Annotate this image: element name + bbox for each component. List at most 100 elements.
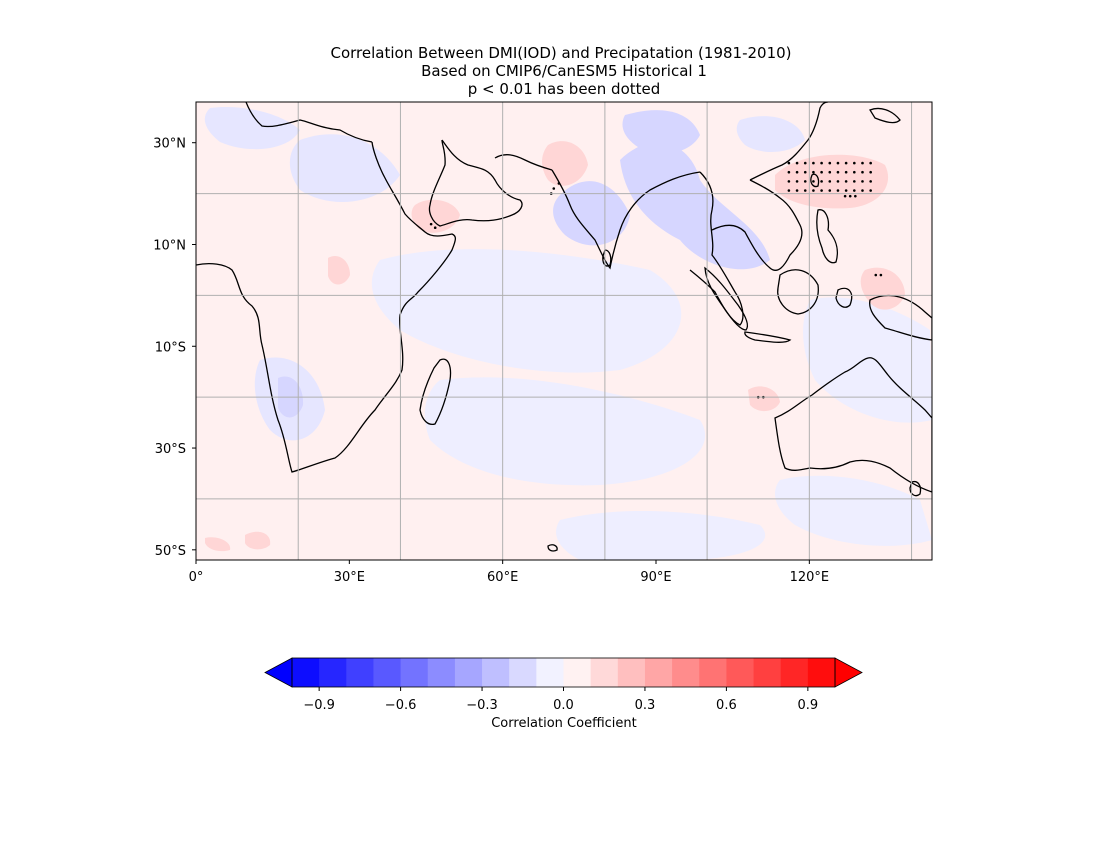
significance-dot [844, 170, 848, 174]
significance-dot [869, 170, 872, 174]
significance-dot [861, 189, 864, 192]
negative-region-tibet [622, 110, 700, 154]
colorbar-segment [509, 658, 537, 687]
significance-dot [795, 180, 799, 183]
significance-dot [795, 189, 799, 192]
colorbar-segment [427, 658, 456, 687]
negative-region-arabian [289, 134, 400, 202]
significance-dot [787, 170, 791, 174]
significance-dot [848, 194, 852, 198]
title-line-3: p < 0.01 has been dotted [468, 80, 661, 98]
significance-dot [843, 194, 847, 198]
negative-region-equatorial-indian-ocean [371, 249, 682, 373]
colorbar-extend-min [264, 657, 293, 688]
colorbar-segment [319, 658, 347, 687]
significance-dot [861, 180, 864, 183]
significance-dot [828, 161, 832, 165]
colorbar-segment [563, 658, 592, 687]
coastline-taiwan [810, 173, 820, 188]
coastline-madagascar [419, 358, 452, 426]
significance-dot [861, 161, 864, 165]
x-tick-label: 0° [189, 570, 204, 585]
colorbar-segment [672, 658, 700, 687]
significance-dot [803, 189, 807, 192]
negative-region-indian-subcontinent [553, 181, 630, 246]
negative-region-australia-south [775, 475, 932, 546]
significance-dot [795, 170, 799, 174]
map-frame [195, 101, 933, 561]
positive-region-northwest-india [542, 141, 588, 186]
colorbar-segment [292, 658, 320, 687]
significance-dot [844, 161, 848, 165]
colorbar-segment [699, 658, 727, 687]
coastline-india [551, 169, 701, 270]
colorbar-tick-label: −0.6 [385, 698, 417, 713]
colorbar-segment [753, 658, 782, 687]
positive-region-australia-nw [748, 386, 780, 412]
significance-dot [803, 161, 807, 165]
coastline-sulawesi [835, 287, 853, 308]
negative-region-north-africa [204, 106, 300, 150]
colorbar-segment [400, 658, 429, 687]
title-line-2: Based on CMIP6/CanESM5 Historical 1 [421, 62, 707, 80]
y-tick-label: 30°S [155, 442, 186, 457]
coastlines [196, 102, 932, 552]
colorbar-tick-label: 0.9 [798, 698, 819, 713]
coastline-sri-lanka [602, 249, 612, 267]
colorbar-segment [590, 658, 619, 687]
significance-dot [812, 189, 815, 192]
colorbar-segment [482, 658, 510, 687]
coastline-china [749, 102, 829, 181]
significance-dot [828, 170, 832, 174]
colorbar-segment [373, 658, 402, 687]
x-tick-label: 90°E [640, 570, 671, 585]
x-tick-label: 120°E [790, 570, 830, 585]
significance-dot [853, 180, 856, 183]
coastline-australia [774, 357, 932, 493]
significance-dot [869, 180, 872, 183]
significance-dot [820, 180, 823, 183]
colorbar-tick-label: −0.9 [303, 698, 335, 713]
coastline-africa [196, 141, 457, 473]
negative-region-east-asia [736, 116, 805, 152]
coastline-philippines [816, 209, 839, 264]
x-tick-label: 30°E [334, 570, 365, 585]
negative-region-south-ocean [556, 510, 766, 560]
coastline-java [744, 331, 792, 343]
coastline-sumatra [704, 266, 749, 331]
significance-dot [820, 170, 823, 174]
significance-dot [853, 161, 856, 165]
colorbar-segment [346, 658, 374, 687]
y-axis-ticks: 30°N 10°N 10°S 30°S 50°S [153, 137, 196, 559]
significance-dot [429, 222, 433, 226]
x-tick-label: 60°E [487, 570, 518, 585]
significance-dot [869, 189, 872, 192]
significance-dot [836, 189, 840, 192]
colorbar: −0.9 −0.6 −0.3 0.0 0.3 0.6 0.9 [264, 657, 863, 713]
positive-region-west-pacific-north [775, 154, 889, 209]
x-axis-ticks: 0° 30°E 60°E 90°E 120°E [189, 560, 829, 585]
colorbar-label: Correlation Coefficient [491, 716, 637, 731]
coastline-borneo [777, 269, 819, 315]
significance-dot [854, 194, 857, 198]
colorbar-segment [807, 658, 836, 687]
significance-dot [836, 180, 840, 183]
significance-dot [552, 187, 556, 190]
negative-region-west-pacific [803, 297, 932, 423]
colorbar-segment [780, 658, 809, 687]
significance-dot [803, 170, 807, 174]
positive-region-southwest-2 [205, 537, 231, 552]
significance-dot [844, 189, 848, 192]
significance-dot [828, 189, 832, 192]
coastline-europe-mediterranean [245, 102, 373, 143]
significance-dot [787, 180, 791, 183]
y-tick-label: 10°N [153, 238, 186, 253]
y-tick-label: 50°S [155, 544, 186, 559]
significance-dot [853, 189, 856, 192]
negative-region-bay-of-bengal [620, 142, 770, 270]
positive-region-africa-west [328, 255, 350, 285]
colorbar-segment [454, 658, 483, 687]
map-panel [195, 101, 933, 561]
significance-dot [812, 180, 815, 183]
